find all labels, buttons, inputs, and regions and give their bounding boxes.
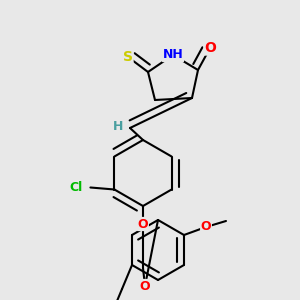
- Text: O: O: [140, 280, 150, 292]
- Text: H: H: [113, 119, 123, 133]
- Text: Cl: Cl: [70, 181, 83, 194]
- Text: NH: NH: [163, 49, 183, 62]
- Text: O: O: [201, 220, 211, 233]
- Text: O: O: [204, 41, 216, 55]
- Text: O: O: [138, 218, 148, 230]
- Text: S: S: [123, 50, 133, 64]
